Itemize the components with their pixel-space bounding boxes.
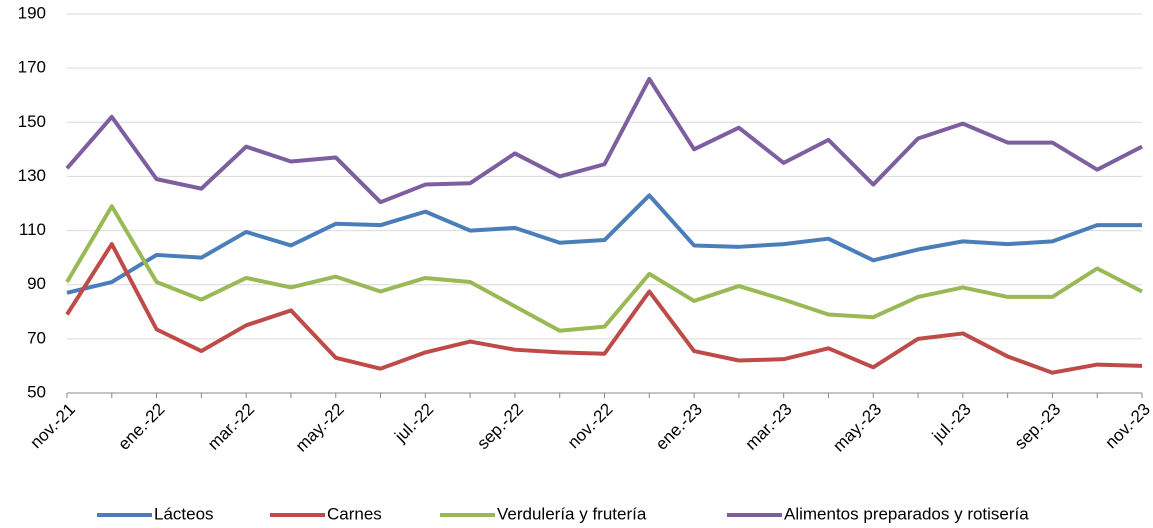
y-tick-label: 150 <box>18 112 46 131</box>
x-tick-label: nov.-21 <box>26 400 79 453</box>
x-tick-label: may.-23 <box>829 400 885 456</box>
y-tick-label: 70 <box>27 328 46 347</box>
y-tick-label: 190 <box>18 3 46 22</box>
x-tick-label: jul.-23 <box>928 400 975 447</box>
legend-label: Verdulería y frutería <box>497 504 647 523</box>
x-tick-label: mar.-22 <box>204 400 258 454</box>
series-line <box>65 204 1143 333</box>
x-tick-label: sep.-22 <box>473 400 527 454</box>
y-tick-label: 110 <box>19 220 46 239</box>
legend-label: Alimentos preparados y rotisería <box>784 504 1029 523</box>
series-line <box>65 242 1143 375</box>
x-tick-label: jul.-22 <box>390 400 437 447</box>
x-tick-label: may.-22 <box>292 400 348 456</box>
legend-label: Lácteos <box>154 504 214 523</box>
y-tick-label: 50 <box>27 382 46 401</box>
x-tick-label: sep.-23 <box>1011 400 1065 454</box>
y-tick-label: 90 <box>27 274 46 293</box>
series-line <box>65 76 1143 205</box>
y-tick-label: 130 <box>18 166 46 185</box>
legend-label: Carnes <box>327 504 382 523</box>
x-tick-label: nov.-23 <box>1101 400 1153 453</box>
x-tick-label: nov.-22 <box>564 400 617 453</box>
x-tick-label: ene.-23 <box>652 400 706 454</box>
x-tick-label: mar.-23 <box>741 400 795 454</box>
x-tick-label: ene.-22 <box>114 400 168 454</box>
y-tick-label: 170 <box>18 58 46 77</box>
series-line <box>66 193 1142 295</box>
